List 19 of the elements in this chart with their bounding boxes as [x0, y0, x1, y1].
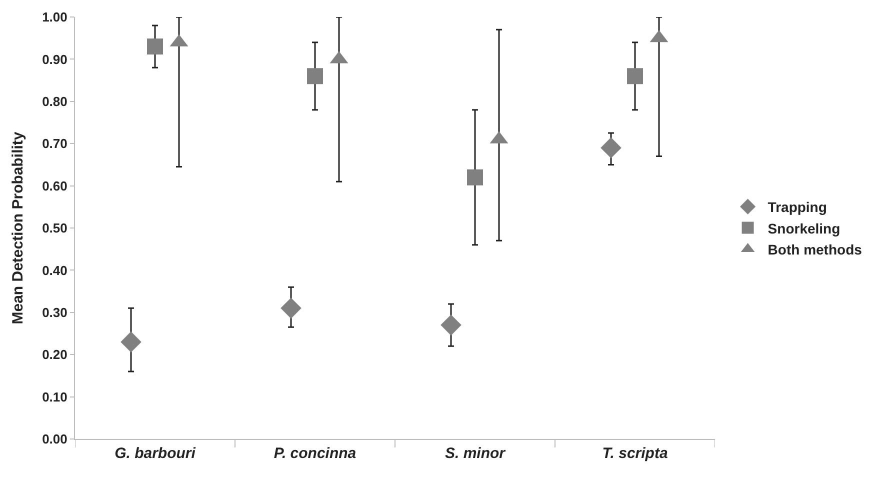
x-tick-label: G. barbouri [114, 445, 196, 462]
y-tick-label: 0.00 [42, 432, 68, 447]
y-axis-title: Mean Detection Probability [9, 131, 26, 324]
y-tick-label: 0.30 [42, 304, 68, 320]
y-tick-label: 0.10 [42, 389, 68, 404]
y-tick-label: 0.70 [42, 136, 68, 152]
x-tick-label: T. scripta [602, 445, 668, 462]
y-tick-label: 0.90 [42, 52, 68, 67]
y-tick-label: 0.40 [42, 262, 68, 278]
y-tick-label: 0.80 [42, 94, 68, 109]
y-tick-label: 1.00 [42, 10, 68, 25]
legend-label: Snorkeling [768, 220, 840, 236]
x-tick-label: P. concinna [274, 445, 356, 462]
legend-label: Both methods [768, 241, 862, 258]
y-tick-label: 0.50 [42, 220, 68, 236]
x-tick-label: S. minor [444, 445, 506, 462]
y-tick-label: 0.60 [42, 178, 68, 194]
y-tick-label: 0.20 [42, 347, 68, 362]
legend-label: Trapping [768, 199, 827, 216]
